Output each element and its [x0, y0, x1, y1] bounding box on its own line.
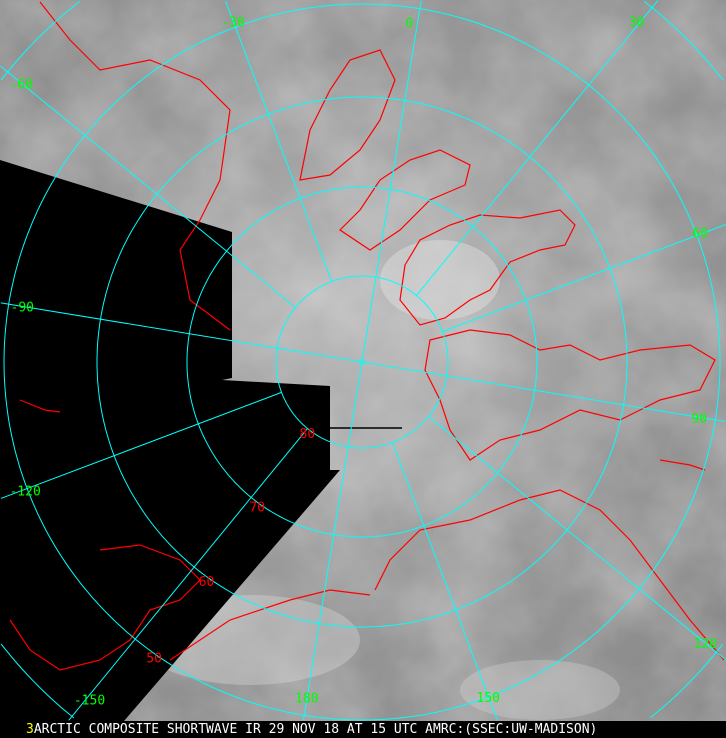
coastlines	[9, 1, 725, 671]
longitude-label: 60	[692, 227, 708, 242]
latitude-circle-40	[649, 643, 724, 719]
island-coast	[19, 399, 61, 413]
longitude-label: -90	[11, 300, 34, 315]
meridian-120	[428, 416, 726, 661]
latitude-label: 60	[199, 575, 215, 590]
latitude-circle-70	[186, 186, 538, 538]
cloud-mass	[380, 240, 500, 320]
frame-number: 3	[26, 722, 34, 737]
aleutian-coast	[169, 589, 371, 661]
cloud-mass	[460, 660, 620, 720]
latitude-circle-50	[3, 3, 721, 721]
meridian--30	[225, 0, 333, 282]
longitude-label: -60	[10, 77, 33, 92]
island-coast	[659, 459, 706, 471]
north-pole-marker	[359, 359, 365, 365]
longitude-label: -150	[74, 693, 105, 708]
meridian--120	[0, 391, 282, 499]
longitude-label: -120	[9, 485, 40, 500]
north-america-coast	[374, 489, 725, 661]
longitude-label: 30	[629, 16, 645, 31]
no-data-region	[0, 160, 340, 721]
lat-lon-grid	[0, 0, 726, 721]
meridian-150	[391, 442, 498, 721]
longitude-label: -30	[221, 15, 244, 30]
latitude-circle-40	[643, 0, 724, 81]
grid-labels: 80 70 60 50 180 -150 -120 -90 -60 -30 0 30 60 90 120 15…	[9, 15, 717, 708]
caption-text: ARCTIC COMPOSITE SHORTWAVE IR 29 NOV 18 …	[33, 722, 598, 737]
longitude-label: 180	[295, 692, 318, 707]
latitude-circle-60	[96, 96, 628, 628]
svalbard-scandinavia-coast	[339, 149, 471, 251]
meridian--60	[0, 65, 296, 308]
latitude-label: 70	[249, 501, 265, 516]
latitude-circle-40	[0, 0, 81, 81]
alaska-coast	[9, 544, 201, 671]
meridian--90	[0, 302, 363, 363]
meridian-60	[442, 224, 726, 333]
latitude-label: 80	[300, 427, 316, 442]
meridian--150	[68, 428, 308, 721]
scandinavia-coast	[299, 49, 396, 181]
latitude-circle-40	[0, 643, 75, 719]
meridian-30	[416, 0, 659, 296]
longitude-label: 150	[477, 691, 500, 706]
canadian-archipelago-coast	[424, 329, 716, 461]
latitude-circle-80	[275, 275, 449, 449]
caption-bar: .ARCTIC COMPOSITE SHORTWAVE IR 29 NOV 18…	[0, 721, 726, 738]
meridian-90	[361, 361, 726, 422]
longitude-label: 0	[406, 17, 414, 32]
meridian-0	[361, 0, 422, 363]
latitude-label: 50	[146, 652, 162, 667]
meridian--180	[302, 361, 363, 721]
longitude-label: 90	[691, 412, 707, 427]
longitude-label: 120	[694, 637, 717, 652]
russia-coast	[39, 1, 231, 331]
